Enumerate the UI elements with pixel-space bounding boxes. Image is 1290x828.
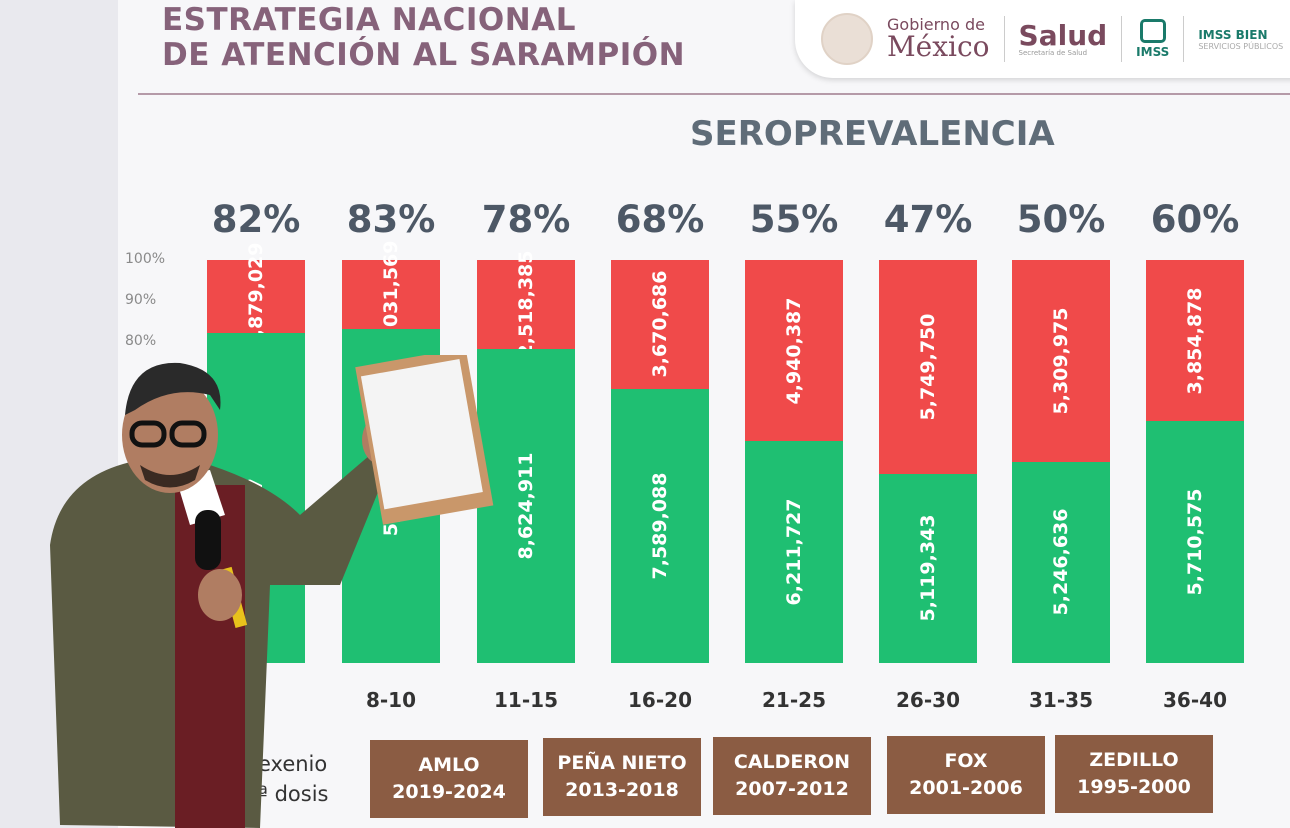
percent-label: 82% [211, 198, 301, 241]
bar-segment-susceptible: 2,518,385 [477, 251, 575, 358]
sexenio-box: ZEDILLO 1995-2000 [1055, 735, 1213, 813]
percent-label: 60% [1150, 198, 1240, 241]
percent-label: 50% [1016, 198, 1106, 241]
percent-label: 55% [749, 198, 839, 241]
data-label: 6,211,727 [783, 498, 805, 606]
sexenio-box: FOX 2001-2006 [887, 736, 1045, 814]
sexenio-box: CALDERON 2007-2012 [713, 737, 871, 815]
logo-bar: Gobierno de México Salud Secretaría de Sal… [795, 0, 1290, 78]
dose-label: ª dosis [258, 782, 329, 806]
bar-segment-susceptible: 1,031,569 [342, 241, 440, 348]
data-label: 2,518,385 [515, 250, 537, 358]
data-label: 5,309,975 [1050, 307, 1072, 415]
gobierno-logo: Gobierno de México [887, 15, 990, 63]
bar-segment-immune: 5,246,636 [1012, 461, 1110, 663]
x-tick-label: 36-40 [1163, 688, 1227, 712]
bar-segment-susceptible: 4,940,387 [745, 260, 843, 442]
data-label: 3,670,686 [649, 270, 671, 378]
x-tick-label: 11-15 [494, 688, 558, 712]
y-tick-label: 80% [125, 333, 157, 349]
sexenio-name: CALDERON [733, 751, 851, 774]
x-tick-label: 21-25 [762, 688, 826, 712]
data-label: 3,854,878 [1184, 287, 1206, 395]
percent-label: 68% [615, 198, 705, 241]
salud-logo: Salud Secretaría de Salud [1018, 18, 1108, 57]
data-label: 5,119,343 [917, 514, 939, 622]
bar: 3,670,686 7,589,088 [611, 260, 709, 663]
presenter-person [50, 355, 494, 828]
sexenio-name: ZEDILLO [1089, 749, 1179, 772]
bar-segment-susceptible: 3,670,686 [611, 260, 709, 389]
data-label: 5,749,750 [917, 313, 939, 421]
sexenio-years: 2001-2006 [909, 777, 1023, 799]
percent-label: 83% [346, 198, 436, 241]
imss-bienestar-logo: IMSS BIEN SERVICIOS PÚBLICOS [1198, 27, 1284, 51]
bar: 4,940,387 6,211,727 [745, 260, 843, 663]
sexenio-years: 2013-2018 [565, 779, 679, 801]
bar-segment-susceptible: 2,879,029 [207, 243, 305, 350]
sexenio-years: 1995-2000 [1077, 776, 1191, 798]
bar-segment-susceptible: 5,309,975 [1012, 260, 1110, 462]
percent-label: 47% [883, 198, 973, 241]
bar-segment-immune: 5,710,575 [1146, 421, 1244, 663]
bar: 5,749,750 5,119,343 [879, 260, 977, 663]
sexenio-box: PEÑA NIETO 2013-2018 [543, 738, 701, 816]
data-label: 8,624,911 [515, 452, 537, 560]
bar-segment-immune: 6,211,727 [745, 441, 843, 663]
bar-segment-susceptible: 5,749,750 [879, 260, 977, 474]
sexenio-name: AMLO [418, 754, 480, 777]
title-line-2: DE ATENCIÓN AL SARAMPIÓN [162, 37, 686, 73]
divider [138, 93, 1290, 95]
chart-title: SEROPREVALENCIA [690, 114, 1055, 154]
sexenio-name: PEÑA NIETO [557, 752, 687, 775]
bar-segment-immune: 5,119,343 [879, 473, 977, 663]
sexenio-box: AMLO 2019-2024 [370, 740, 528, 818]
sexenio-years: 2019-2024 [392, 781, 506, 803]
title-line-1: ESTRATEGIA NACIONAL [162, 2, 576, 38]
y-tick-label: 90% [125, 292, 157, 308]
imss-logo: IMSS [1136, 19, 1169, 59]
y-tick-label: 100% [125, 251, 166, 267]
percent-label: 78% [481, 198, 571, 241]
coat-of-arms-logo [821, 13, 873, 65]
data-label: 5,246,636 [1050, 508, 1072, 616]
bar: 2,518,385 8,624,911 [477, 251, 575, 663]
x-tick-label: 26-30 [896, 688, 960, 712]
bar: 3,854,878 5,710,575 [1146, 260, 1244, 663]
data-label: 7,589,088 [649, 472, 671, 580]
sexenio-label: exenio [258, 752, 328, 776]
x-tick-label: 8-10 [365, 688, 417, 712]
data-label: 4,940,387 [783, 297, 805, 405]
data-label: 5,710,575 [1184, 488, 1206, 596]
bar-segment-immune: 7,589,088 [611, 388, 709, 663]
bar: 5,309,975 5,246,636 [1012, 260, 1110, 663]
sexenio-name: FOX [944, 750, 988, 773]
bar-segment-susceptible: 3,854,878 [1146, 260, 1244, 422]
sexenio-years: 2007-2012 [735, 778, 849, 800]
x-tick-label: 16-20 [628, 688, 692, 712]
bar-segment-immune: 8,624,911 [477, 348, 575, 663]
x-tick-label: 31-35 [1029, 688, 1093, 712]
